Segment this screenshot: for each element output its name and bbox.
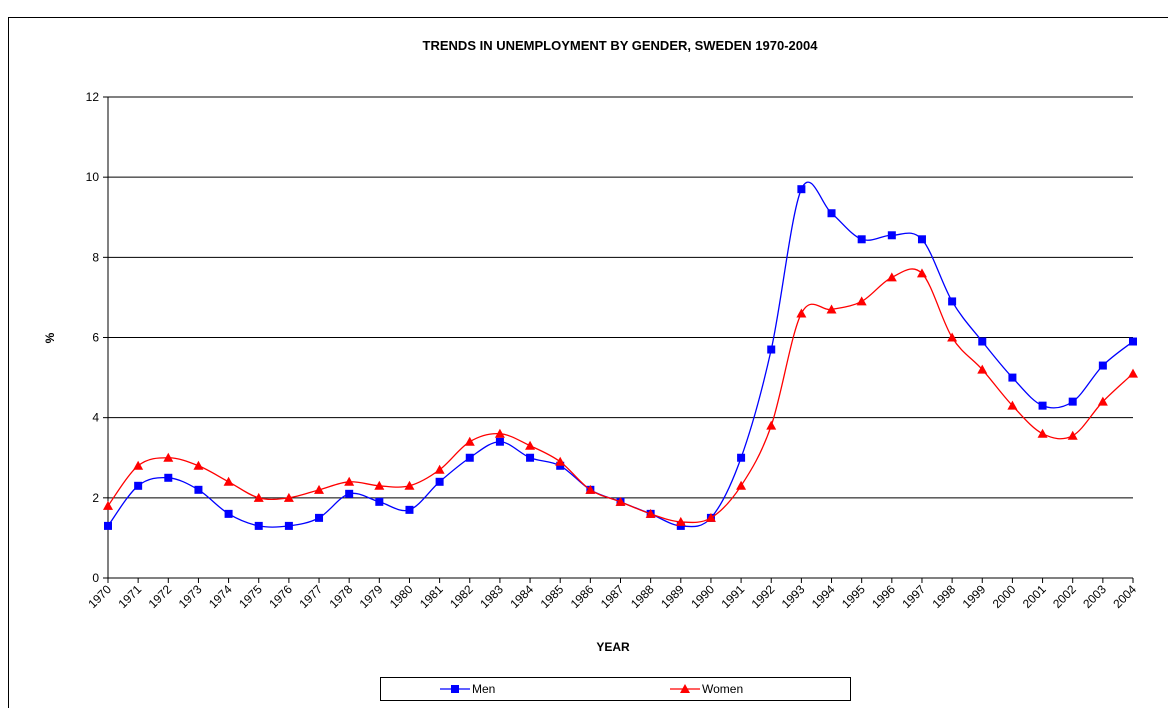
series-line <box>107 268 1134 524</box>
data-point <box>555 456 566 466</box>
data-point <box>134 481 143 490</box>
data-point <box>314 484 325 494</box>
y-tick-label: 8 <box>92 250 99 264</box>
data-point <box>947 332 958 342</box>
data-point <box>856 296 867 306</box>
data-point <box>767 345 776 354</box>
data-point <box>857 235 866 244</box>
data-point <box>948 297 957 306</box>
data-point <box>465 453 474 462</box>
data-point <box>917 235 926 244</box>
data-point <box>675 516 686 526</box>
legend-label: Women <box>702 682 743 696</box>
data-point <box>494 428 505 438</box>
data-point <box>797 185 806 194</box>
data-point <box>705 512 716 522</box>
data-point <box>585 484 596 494</box>
data-point <box>796 308 807 318</box>
data-point <box>556 461 565 470</box>
data-point <box>405 505 414 514</box>
data-point <box>1098 361 1107 370</box>
data-point <box>1007 400 1018 410</box>
data-point <box>434 464 445 474</box>
data-point <box>826 304 837 314</box>
data-point <box>916 268 927 278</box>
data-point <box>345 489 354 498</box>
data-point <box>1008 373 1017 382</box>
data-point <box>344 476 355 486</box>
y-tick-label: 12 <box>86 90 100 104</box>
data-point <box>194 485 203 494</box>
data-point <box>766 420 777 430</box>
data-point <box>224 509 233 518</box>
data-point <box>254 521 263 530</box>
data-point <box>284 521 293 530</box>
data-point <box>223 476 234 486</box>
data-point <box>435 477 444 486</box>
x-axis-title: YEAR <box>596 640 630 654</box>
legend-marker <box>680 684 690 693</box>
data-point <box>525 440 536 450</box>
data-point <box>676 521 685 530</box>
data-point <box>495 437 504 446</box>
data-point <box>886 272 897 282</box>
data-point <box>977 364 988 374</box>
data-point <box>1097 396 1108 406</box>
data-point <box>736 480 747 490</box>
y-tick-label: 6 <box>92 331 99 345</box>
data-point <box>827 209 836 218</box>
y-tick-label: 2 <box>92 491 99 505</box>
y-tick-label: 10 <box>86 170 100 184</box>
data-point <box>978 337 987 346</box>
data-point <box>615 496 626 506</box>
data-point <box>133 460 144 470</box>
data-point <box>315 513 324 522</box>
chart-title: TRENDS IN UNEMPLOYMENT BY GENDER, SWEDEN… <box>423 38 819 53</box>
data-point <box>1067 430 1078 440</box>
legend-box <box>380 677 851 701</box>
data-point <box>645 508 656 518</box>
legend-label: Men <box>472 682 495 696</box>
data-point <box>1037 428 1048 438</box>
y-axis-title: % <box>43 332 57 343</box>
data-point <box>164 473 173 482</box>
data-point <box>374 480 385 490</box>
data-point <box>163 452 174 462</box>
data-point <box>887 231 896 240</box>
y-tick-label: 0 <box>92 571 99 585</box>
data-point <box>1129 337 1137 346</box>
data-point <box>104 521 112 530</box>
data-point <box>737 453 746 462</box>
data-point <box>1128 368 1138 378</box>
data-point <box>103 500 113 510</box>
data-point <box>1068 397 1077 406</box>
data-point <box>375 497 384 506</box>
data-point <box>464 436 475 446</box>
data-point <box>1038 401 1047 410</box>
legend-marker <box>451 685 459 693</box>
data-point <box>404 480 415 490</box>
y-tick-label: 4 <box>92 411 99 425</box>
data-point <box>283 492 294 502</box>
data-point <box>193 460 204 470</box>
data-point <box>526 453 535 462</box>
data-point <box>253 492 264 502</box>
